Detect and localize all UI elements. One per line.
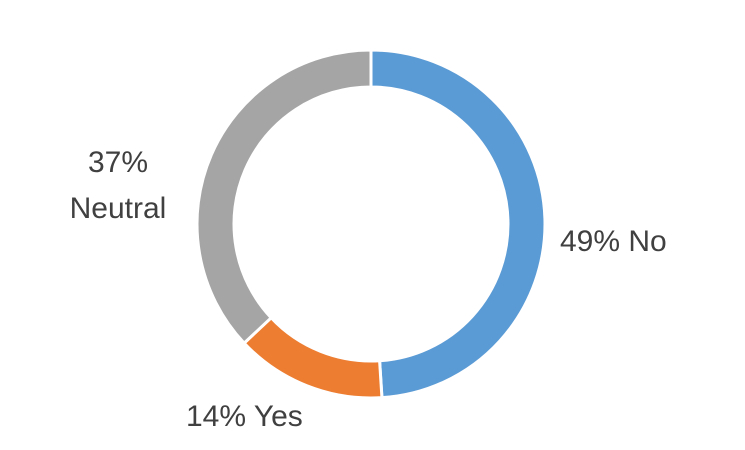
- data-label-neutral-percent: 37%: [88, 146, 148, 179]
- slice-yes: [242, 315, 384, 400]
- data-label-no: 49% No: [560, 225, 667, 258]
- slices-layer: [195, 48, 547, 400]
- data-label-neutral-name: Neutral: [70, 192, 167, 225]
- slice-neutral: [195, 48, 373, 346]
- slice-no: [369, 48, 547, 400]
- data-label-yes: 14% Yes: [186, 400, 303, 433]
